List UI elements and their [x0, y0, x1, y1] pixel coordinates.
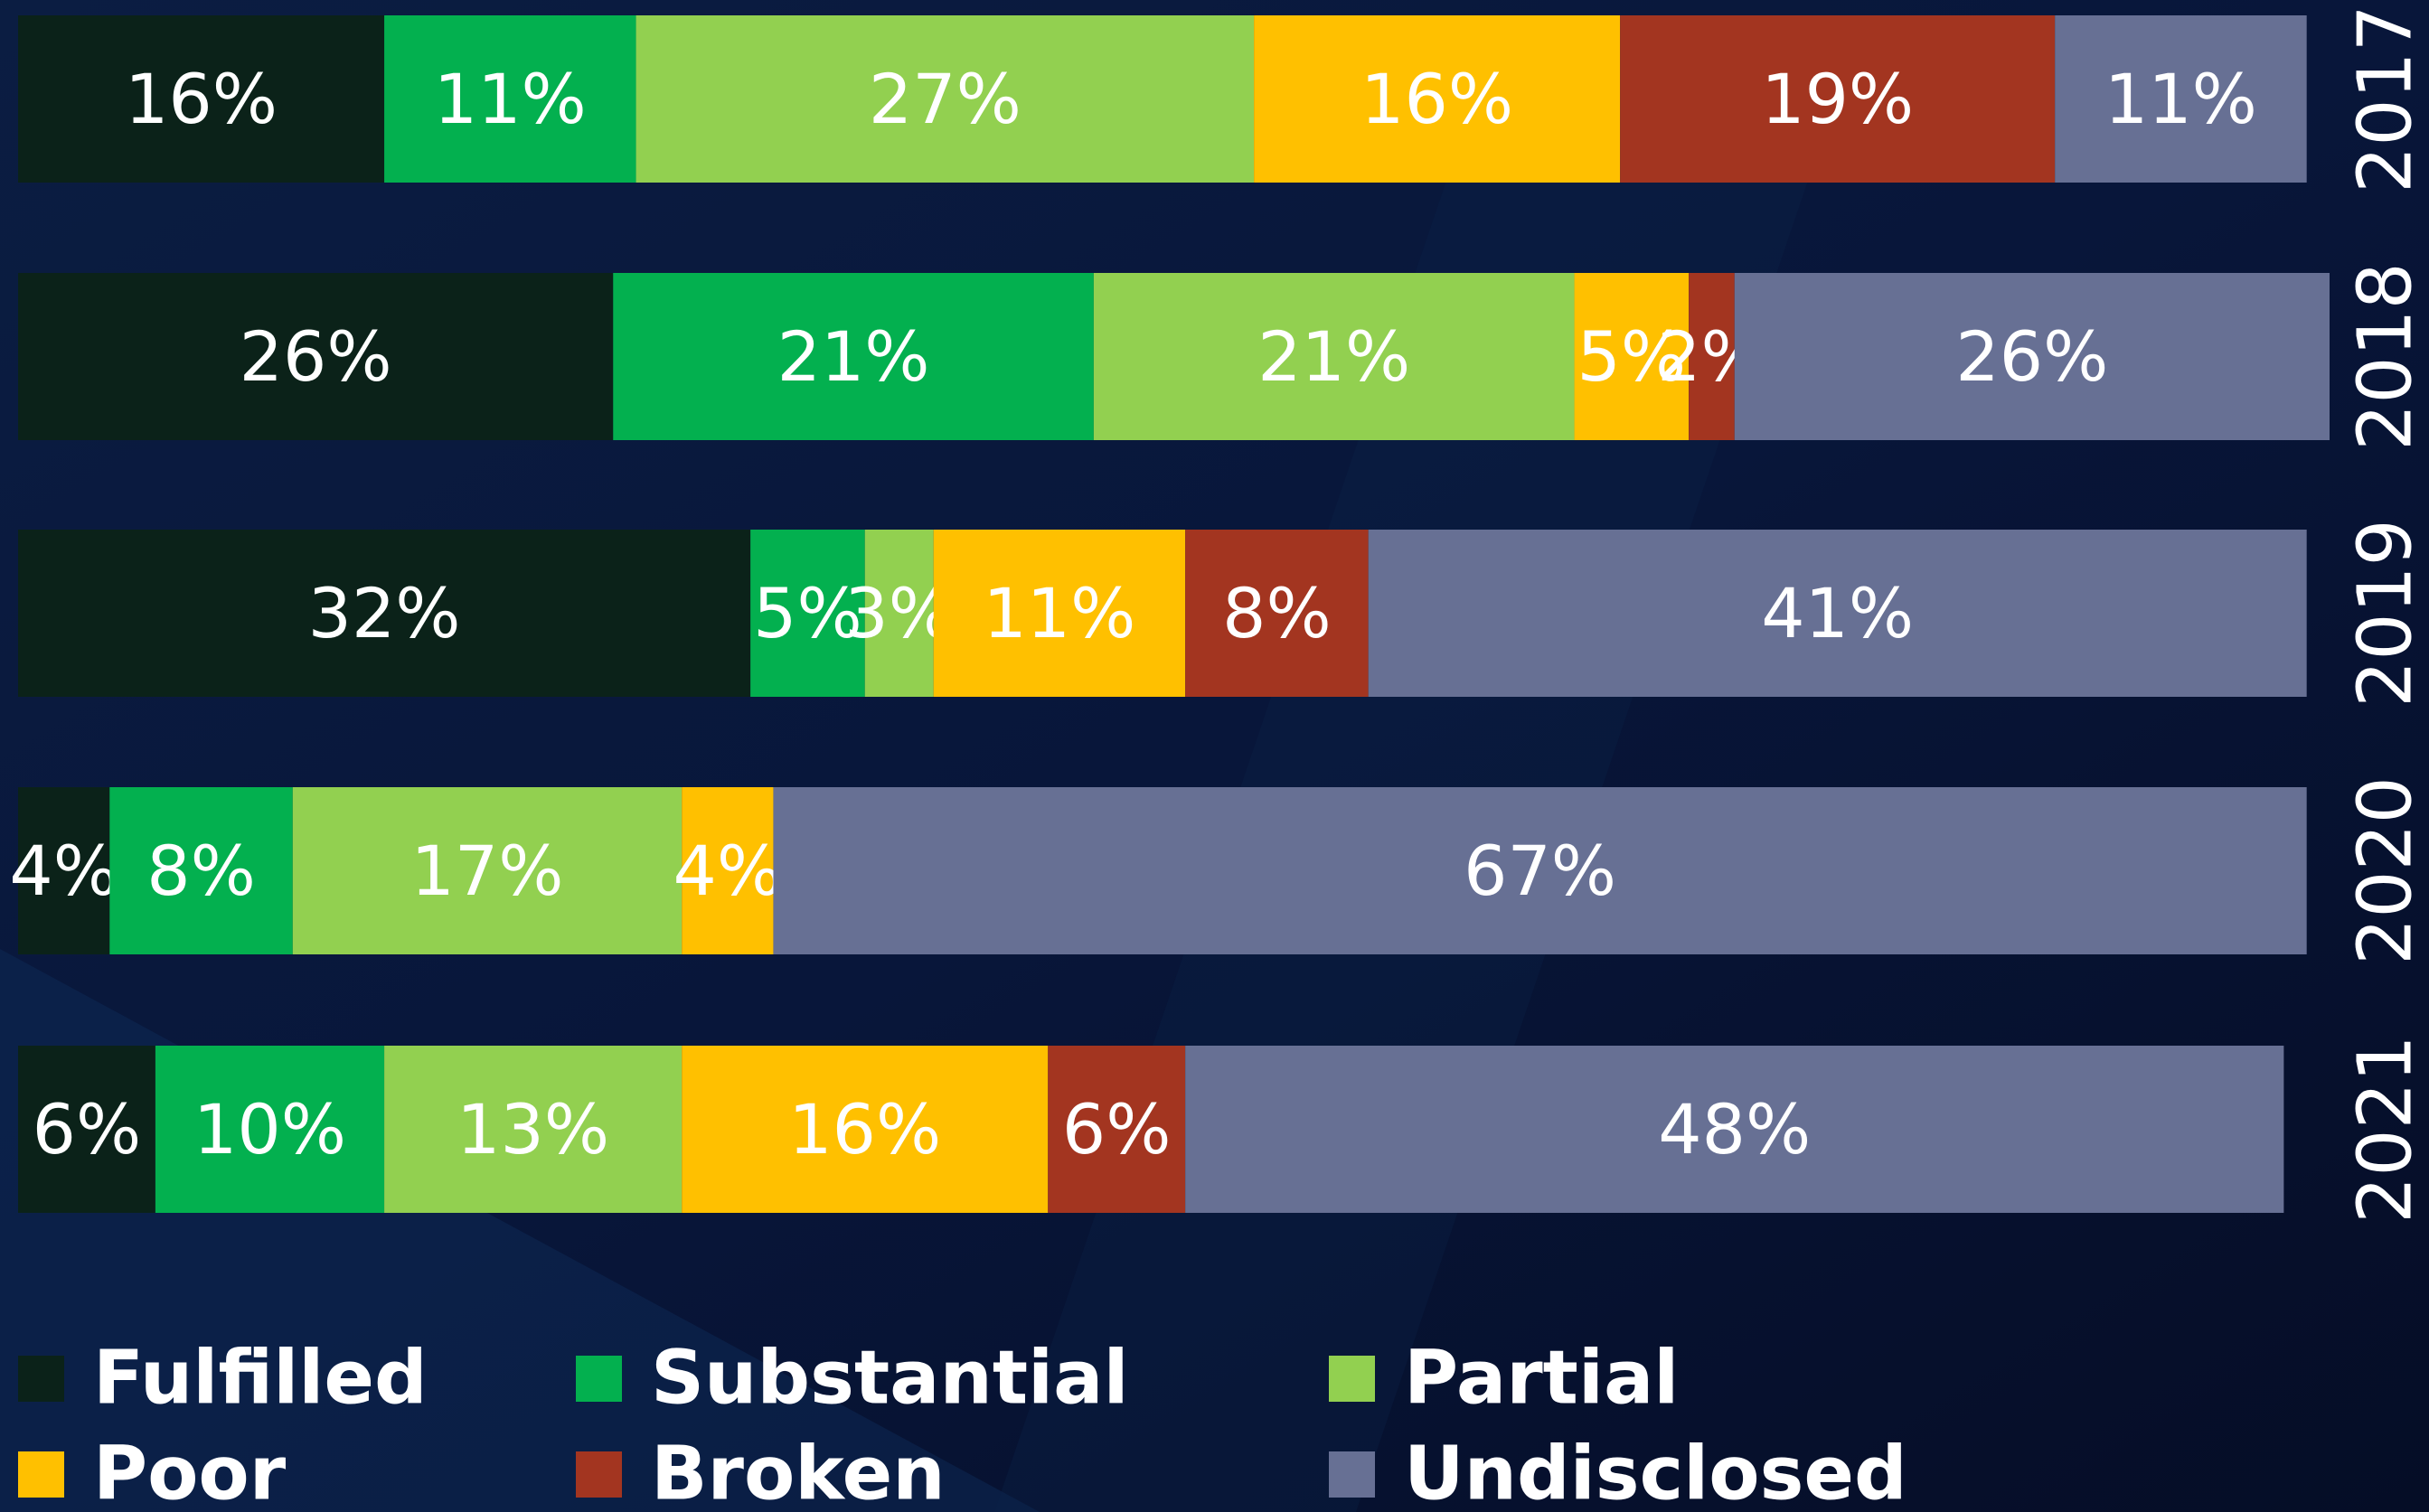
data-label: 5% [753, 573, 862, 653]
data-label: 21% [777, 316, 930, 397]
bar-segment [1048, 1046, 1186, 1213]
legend-swatch [18, 1356, 64, 1402]
legend-swatch [1329, 1451, 1375, 1498]
bar-segment [384, 15, 636, 183]
bar-segment [1620, 15, 2056, 183]
bar-segment [682, 1046, 1049, 1213]
data-label: 32% [308, 573, 461, 653]
bar-segment [773, 787, 2307, 954]
legend-swatch [1329, 1356, 1375, 1402]
data-label: 48% [1658, 1089, 1811, 1169]
data-label: 4% [9, 831, 118, 911]
data-label: 16% [125, 59, 278, 139]
bar-segment [864, 530, 934, 697]
bar-segment [1185, 1046, 2284, 1213]
bar-segment [18, 273, 614, 440]
bar-segment [18, 15, 385, 183]
data-label: 6% [33, 1089, 142, 1169]
data-label: 11% [2104, 59, 2257, 139]
data-label: 21% [1257, 316, 1410, 397]
bar-segment [1093, 273, 1575, 440]
legend-label: Fulfilled [93, 1336, 428, 1422]
bar-segment [1368, 530, 2307, 697]
legend-label: Poor [93, 1432, 287, 1512]
bar-segment [613, 273, 1094, 440]
legend-label: Partial [1404, 1336, 1679, 1422]
data-label: 26% [1955, 316, 2108, 397]
bar-segment [1185, 530, 1369, 697]
data-label: 5% [1577, 316, 1687, 397]
data-label: 4% [673, 831, 783, 911]
legend-label: Undisclosed [1404, 1432, 1907, 1512]
legend-swatch [576, 1451, 622, 1498]
data-label: 67% [1464, 831, 1616, 911]
data-label: 8% [146, 831, 256, 911]
data-label: 41% [1761, 573, 1914, 653]
bar-segment [1254, 15, 1621, 183]
data-label: 16% [788, 1089, 941, 1169]
legend-label: Substantial [651, 1336, 1129, 1422]
bar-segment [384, 1046, 683, 1213]
data-label: 13% [457, 1089, 609, 1169]
y-tick-label: 2020 [2343, 776, 2429, 965]
bar-segment [750, 530, 865, 697]
bar-segment [155, 1046, 385, 1213]
bar-segment [682, 787, 774, 954]
data-label: 8% [1222, 573, 1332, 653]
bar-segment [18, 1046, 155, 1213]
bar-segment [18, 530, 751, 697]
bar-segment [1734, 273, 2330, 440]
bar-segment [2055, 15, 2307, 183]
legend-label: Broken [651, 1432, 946, 1512]
data-label: 6% [1062, 1089, 1172, 1169]
data-label: 19% [1761, 59, 1914, 139]
data-label: 17% [411, 831, 564, 911]
legend-swatch [18, 1451, 64, 1498]
bar-segment [1574, 273, 1690, 440]
bar-segment [933, 530, 1186, 697]
legend-swatch [576, 1356, 622, 1402]
data-label: 27% [869, 59, 1021, 139]
bar-segment [18, 787, 110, 954]
y-tick-label: 2021 [2343, 1035, 2429, 1224]
bar-segment [109, 787, 293, 954]
data-label: 11% [434, 59, 587, 139]
y-tick-label: 2019 [2343, 519, 2429, 708]
data-label: 11% [983, 573, 1135, 653]
y-tick-label: 2017 [2343, 5, 2429, 193]
bar-segment [635, 15, 1255, 183]
data-label: 26% [240, 316, 392, 397]
bar-segment [1689, 273, 1735, 440]
bar-segment [292, 787, 683, 954]
data-label: 16% [1360, 59, 1513, 139]
y-tick-label: 2018 [2343, 262, 2429, 451]
data-label: 10% [193, 1089, 346, 1169]
